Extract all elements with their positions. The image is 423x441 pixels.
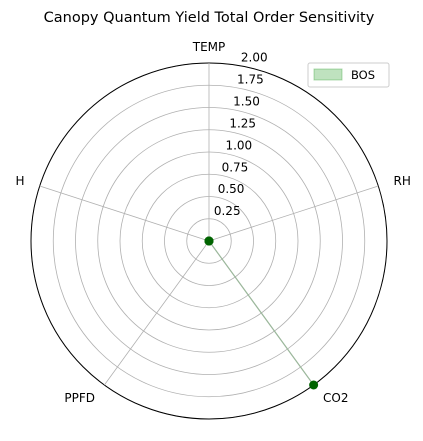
r-tick-label-2: 0.50 — [218, 182, 245, 196]
spoke-layer — [39, 63, 379, 386]
r-tick-label-6: 1.50 — [233, 95, 260, 109]
legend: BOS — [307, 62, 390, 88]
data-point-h — [204, 236, 214, 246]
chart-title: Canopy Quantum Yield Total Order Sensiti… — [44, 10, 375, 26]
series-layer — [204, 236, 319, 390]
r-tick-label-3: 0.75 — [222, 160, 249, 174]
axis-label-ppfd: PPFD — [64, 391, 95, 405]
spoke-rh — [208, 185, 379, 242]
r-tick-label-1: 0.25 — [214, 204, 241, 218]
data-point-co2 — [309, 380, 319, 390]
label-layer: 0.25 0.50 0.75 1.00 1.25 1.50 1.75 2.00 TEMP RH CO… — [15, 40, 410, 405]
axis-label-rh: RH — [394, 174, 411, 188]
spoke-ppfd — [104, 240, 210, 386]
axis-label-co2: CO2 — [323, 391, 348, 405]
r-tick-label-7: 1.75 — [237, 73, 264, 87]
legend-swatch — [313, 68, 343, 81]
axis-label-temp: TEMP — [192, 40, 226, 54]
r-tick-label-4: 1.00 — [225, 138, 252, 152]
spoke-h — [39, 185, 210, 242]
r-tick-label-5: 1.25 — [229, 116, 256, 130]
r-tick-label-8: 2.00 — [241, 51, 268, 65]
legend-frame — [307, 62, 390, 88]
legend-label-bos: BOS — [351, 68, 375, 82]
axis-label-h: H — [15, 174, 24, 188]
